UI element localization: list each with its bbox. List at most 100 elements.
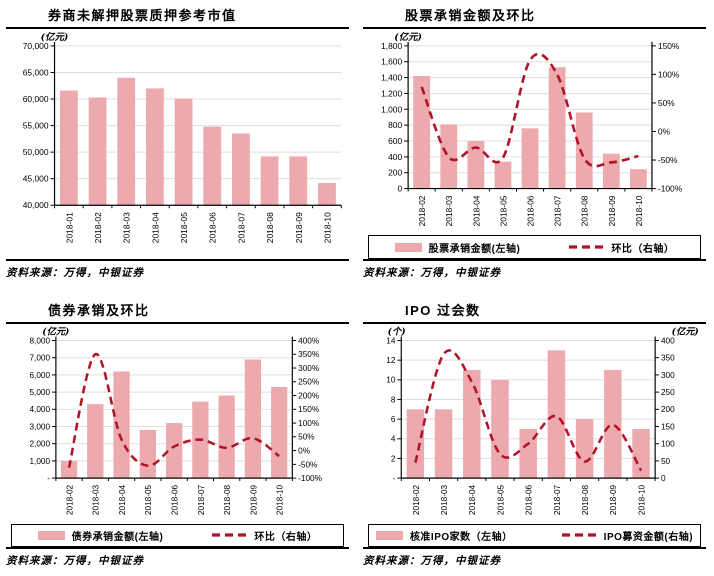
- svg-text:1,000: 1,000: [381, 104, 402, 114]
- svg-text:2018-05: 2018-05: [179, 212, 189, 243]
- chart-legend: 股票承销金额(左轴) 环比（右轴）: [368, 235, 701, 259]
- svg-text:2018-06: 2018-06: [208, 212, 218, 243]
- svg-text:6,000: 6,000: [29, 371, 50, 380]
- legend-dashed-line-icon: [212, 533, 247, 537]
- svg-text:-100%: -100%: [298, 474, 322, 483]
- legend-label: 股票承销金额(左轴): [428, 243, 521, 255]
- legend-item: 债券承销金额(左轴): [37, 528, 164, 543]
- svg-text:45,000: 45,000: [23, 174, 49, 184]
- svg-text:300: 300: [661, 371, 675, 380]
- svg-text:4: 4: [391, 435, 396, 444]
- svg-text:250: 250: [661, 388, 675, 397]
- svg-text:-50%: -50%: [298, 460, 318, 469]
- svg-text:0: 0: [397, 184, 402, 194]
- chart-title: 券商未解押股票质押参考市值: [48, 8, 237, 23]
- source-divider: [363, 259, 706, 261]
- svg-text:(个): (个): [388, 327, 406, 338]
- chart-title: 股票承销金额及环比: [405, 8, 536, 23]
- svg-text:-: -: [47, 474, 50, 483]
- svg-text:2018-02: 2018-02: [412, 484, 421, 515]
- title-divider: [6, 322, 349, 324]
- svg-text:2018-04: 2018-04: [150, 212, 160, 243]
- title-divider: [363, 27, 706, 29]
- svg-text:1,400: 1,400: [381, 73, 402, 83]
- svg-text:0%: 0%: [298, 446, 311, 455]
- svg-text:400%: 400%: [298, 336, 320, 345]
- source-block: 资料来源：万得，中银证券: [6, 259, 349, 280]
- chart-panel-ipo-approvals: IPO 过会数 14 12 10 8 6 4 2 - 400 350 300 250 200 150 100…: [357, 288, 714, 576]
- svg-text:4,000: 4,000: [29, 405, 50, 414]
- svg-text:2018-08: 2018-08: [580, 195, 590, 226]
- svg-text:65,000: 65,000: [23, 67, 49, 77]
- svg-text:150%: 150%: [298, 405, 320, 414]
- chart-legend: 核准IPO家数（左轴） IPO募资金额(右轴): [368, 523, 701, 547]
- chart-title: IPO 过会数: [405, 303, 481, 318]
- title-divider: [363, 322, 706, 324]
- svg-text:5,000: 5,000: [29, 388, 50, 397]
- svg-text:2018-07: 2018-07: [553, 484, 562, 515]
- svg-text:250%: 250%: [298, 378, 320, 387]
- source-note: 资料来源：万得，中银证券: [363, 555, 501, 567]
- source-note: 资料来源：万得，中银证券: [363, 267, 501, 279]
- svg-text:2018-09: 2018-09: [607, 195, 617, 226]
- svg-text:3,000: 3,000: [29, 422, 50, 431]
- svg-text:2018-09: 2018-09: [609, 484, 618, 515]
- bar-chart-pledge-value: 70,000 65,000 60,000 55,000 50,000 45,000 40,0…: [23, 31, 342, 243]
- svg-text:150: 150: [661, 422, 675, 431]
- svg-text:2018-09: 2018-09: [294, 212, 304, 243]
- svg-text:2018-06: 2018-06: [171, 484, 180, 515]
- svg-text:2018-03: 2018-03: [440, 484, 449, 515]
- svg-text:8,000: 8,000: [29, 336, 50, 345]
- svg-text:(亿元): (亿元): [41, 31, 69, 43]
- source-divider: [6, 259, 349, 261]
- source-block: 资料来源：万得，中银证券: [6, 547, 349, 568]
- svg-text:2018-08: 2018-08: [223, 484, 232, 515]
- legend-item: 环比（右轴）: [211, 528, 317, 543]
- svg-text:-100%: -100%: [658, 184, 683, 194]
- svg-text:2018-08: 2018-08: [581, 484, 590, 515]
- svg-text:(亿元): (亿元): [394, 31, 422, 43]
- svg-text:0: 0: [661, 474, 666, 483]
- legend-dashed-line-icon: [569, 245, 604, 249]
- svg-text:2018-04: 2018-04: [471, 195, 481, 226]
- svg-text:2018-09: 2018-09: [249, 484, 258, 515]
- svg-text:200: 200: [661, 405, 675, 414]
- source-divider: [6, 547, 349, 549]
- source-block: 资料来源：万得，中银证券: [363, 259, 706, 280]
- legend-item: 股票承销金额(左轴): [394, 240, 521, 255]
- legend-label: 环比（右轴）: [254, 531, 318, 543]
- svg-text:2018-04: 2018-04: [118, 484, 127, 515]
- svg-text:14: 14: [386, 336, 396, 345]
- svg-text:2018-07: 2018-07: [236, 212, 246, 243]
- svg-text:100%: 100%: [658, 69, 680, 79]
- svg-text:300%: 300%: [298, 364, 320, 373]
- svg-text:-: -: [393, 474, 396, 483]
- legend-bar-swatch-icon: [375, 530, 403, 540]
- svg-text:55,000: 55,000: [23, 121, 49, 131]
- legend-dashed-line-icon: [561, 533, 596, 537]
- legend-label: 环比（右轴）: [611, 243, 675, 255]
- svg-text:2018-02: 2018-02: [93, 212, 103, 243]
- svg-text:60,000: 60,000: [23, 94, 49, 104]
- title-divider: [6, 27, 349, 29]
- svg-text:2018-02: 2018-02: [417, 195, 427, 226]
- svg-text:2: 2: [391, 454, 396, 463]
- svg-text:10: 10: [386, 376, 396, 385]
- svg-text:2018-03: 2018-03: [92, 484, 101, 515]
- svg-text:2018-07: 2018-07: [553, 195, 563, 226]
- source-block: 资料来源：万得，中银证券: [363, 547, 706, 568]
- svg-text:50: 50: [661, 457, 671, 466]
- svg-text:70,000: 70,000: [23, 41, 49, 51]
- svg-text:2018-01: 2018-01: [64, 212, 74, 243]
- svg-text:600: 600: [388, 136, 402, 146]
- chart-legend: 债券承销金额(左轴) 环比（右轴）: [11, 523, 344, 547]
- svg-text:2018-05: 2018-05: [498, 195, 508, 226]
- svg-text:0%: 0%: [658, 126, 671, 136]
- svg-text:(亿元): (亿元): [42, 327, 69, 338]
- bar-line-chart-equity-underwriting: 1,800 1,600 1,400 1,200 1,000 800 600 400 200 0 15…: [381, 31, 683, 226]
- source-divider: [363, 547, 706, 549]
- svg-text:2018-10: 2018-10: [322, 212, 332, 243]
- svg-text:400: 400: [661, 336, 675, 345]
- svg-text:50,000: 50,000: [23, 147, 49, 157]
